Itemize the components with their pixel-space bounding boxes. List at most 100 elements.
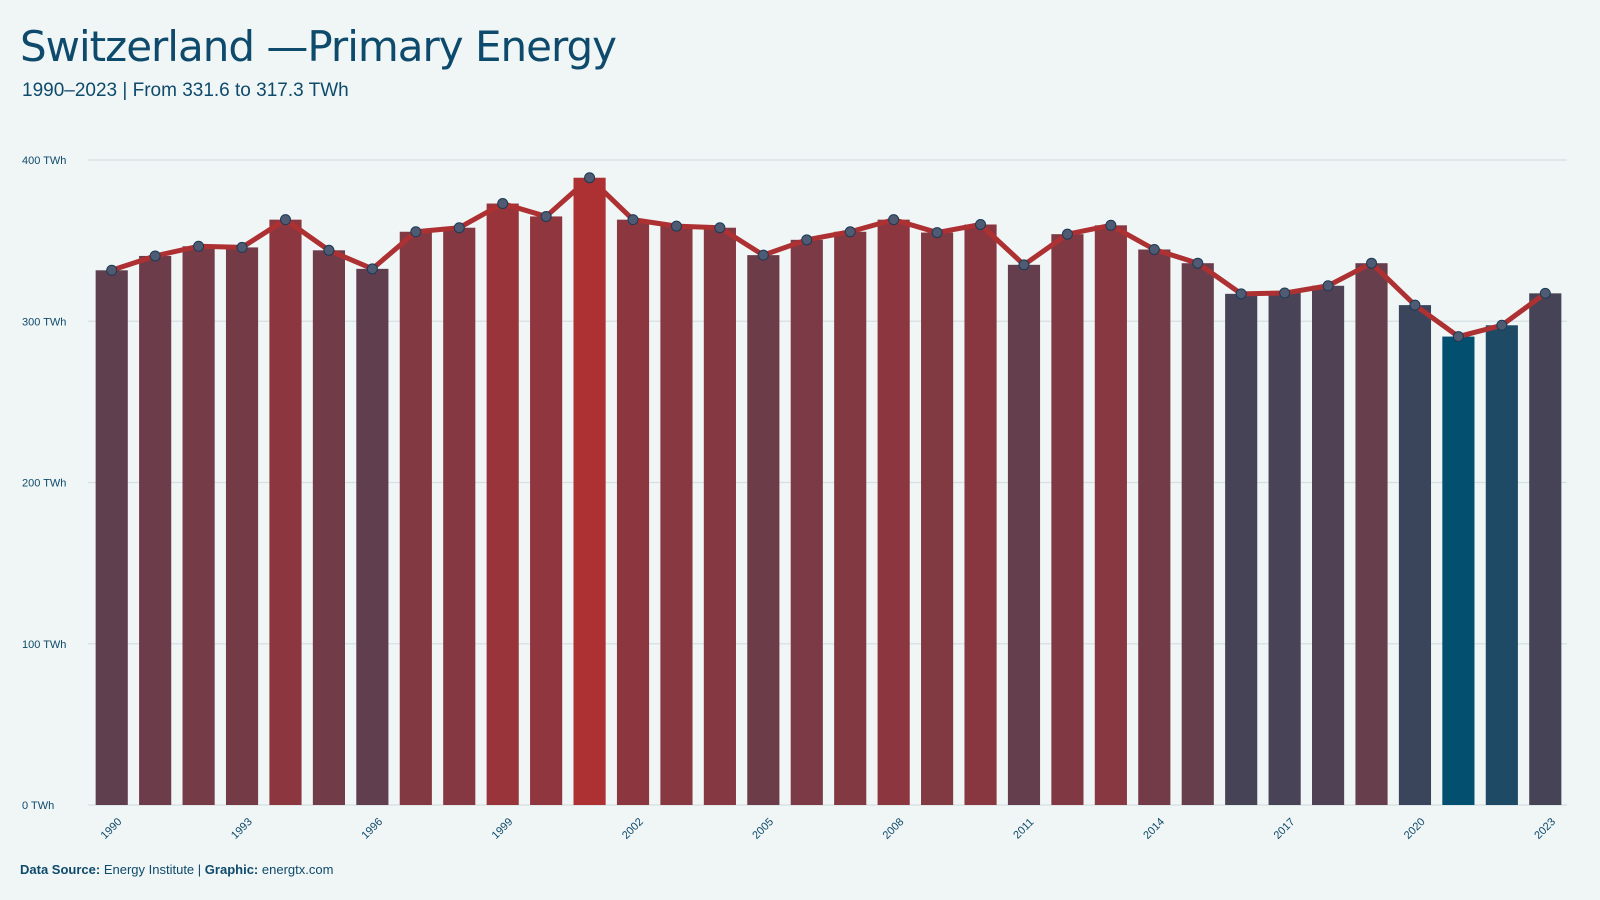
- bar: [1138, 249, 1171, 805]
- bar: [573, 177, 606, 806]
- y-tick-label: 0 TWh: [22, 800, 54, 812]
- graphic-label: Graphic:: [204, 862, 259, 877]
- x-tick-label: 2014: [1141, 816, 1167, 842]
- bar: [616, 219, 650, 806]
- x-axis-ticks: 1990 1993 1996 1999 2002 2005 2008 2011 2014 2017…: [99, 816, 1558, 842]
- x-tick-label: 2008: [881, 816, 907, 842]
- data-point: [540, 210, 552, 222]
- data-point: [1148, 243, 1160, 255]
- bar: [964, 224, 997, 805]
- bar: [1398, 305, 1432, 805]
- bar: [269, 219, 302, 806]
- graphic-value: energtx.com: [261, 862, 334, 877]
- x-tick-label: 2017: [1272, 816, 1298, 842]
- bar: [530, 216, 563, 805]
- bar: [1442, 336, 1475, 805]
- bar: [1094, 225, 1127, 805]
- bar: [1181, 263, 1214, 805]
- data-point: [1322, 280, 1334, 292]
- data-point: [279, 214, 291, 226]
- data-point: [323, 244, 335, 256]
- bar: [486, 203, 519, 806]
- bar: [1007, 264, 1041, 805]
- y-tick-label: 100 TWh: [22, 639, 66, 651]
- bar: [747, 255, 780, 805]
- x-tick-label: 2020: [1402, 816, 1428, 842]
- x-tick-label: 2005: [750, 816, 776, 842]
- data-point: [410, 226, 422, 238]
- data-point: [1452, 331, 1464, 343]
- footer-credits: Data Source: Energy Institute | Graphic:…: [20, 862, 333, 877]
- bar: [1355, 263, 1388, 805]
- data-point: [1105, 219, 1117, 231]
- x-tick-label: 1990: [99, 816, 125, 842]
- y-tick-label: 300 TWh: [22, 316, 66, 328]
- bar: [1268, 293, 1301, 805]
- bar: [877, 219, 910, 806]
- x-tick-label: 2002: [620, 816, 646, 842]
- data-point: [844, 226, 856, 238]
- data-point: [1061, 228, 1073, 240]
- bar: [1312, 285, 1345, 805]
- chart-title: Switzerland —Primary Energy: [20, 22, 617, 71]
- data-point: [714, 222, 726, 234]
- x-tick-label: 2023: [1532, 816, 1558, 842]
- data-point: [1279, 287, 1291, 299]
- data-point: [584, 172, 596, 184]
- data-point: [366, 263, 378, 275]
- bar: [399, 231, 432, 806]
- data-point: [106, 264, 118, 276]
- data-point: [149, 250, 161, 262]
- data-point: [1366, 257, 1378, 269]
- data-point: [1496, 319, 1508, 331]
- data-point: [1409, 299, 1421, 311]
- bar: [660, 226, 693, 806]
- bar: [443, 227, 476, 806]
- data-point: [236, 241, 248, 253]
- y-axis-ticks: 0 TWh 100 TWh 200 TWh 300 TWh 400 TWh: [22, 155, 66, 812]
- bar: [225, 247, 259, 805]
- footer-separator: |: [197, 862, 202, 877]
- bar: [790, 239, 823, 806]
- bar: [1529, 293, 1562, 805]
- data-point: [801, 234, 813, 246]
- bars: [95, 177, 1562, 806]
- data-point: [1192, 257, 1204, 269]
- y-tick-label: 400 TWh: [22, 155, 66, 167]
- data-point: [193, 240, 205, 252]
- data-point: [757, 249, 769, 261]
- trend-line: [109, 175, 1548, 340]
- gridlines: [88, 159, 1567, 806]
- chart-subtitle: 1990–2023 | From 331.6 to 317.3 TWh: [22, 80, 349, 101]
- bar: [921, 232, 954, 805]
- x-tick-label: 2011: [1011, 816, 1036, 841]
- source-value: Energy Institute: [103, 862, 195, 877]
- bar: [356, 268, 389, 805]
- line-markers: [106, 172, 1551, 343]
- data-point: [975, 219, 987, 230]
- bar: [1051, 234, 1084, 806]
- data-point: [1235, 288, 1247, 300]
- source-label: Data Source:: [20, 862, 101, 877]
- bar: [139, 255, 172, 806]
- y-tick-label: 200 TWh: [22, 478, 66, 490]
- data-point: [888, 214, 900, 226]
- trend-line-path: [109, 175, 1548, 340]
- data-point: [670, 220, 682, 232]
- x-tick-label: 1999: [490, 816, 516, 842]
- bar: [312, 250, 345, 806]
- x-tick-label: 1993: [229, 816, 255, 842]
- x-tick-label: 1996: [359, 816, 385, 842]
- data-point: [497, 198, 509, 210]
- bar: [1485, 325, 1518, 805]
- data-point: [453, 222, 465, 234]
- data-point: [1018, 259, 1030, 271]
- bar: [1225, 293, 1258, 805]
- data-point: [1539, 287, 1551, 299]
- bar: [95, 270, 128, 805]
- bar: [703, 227, 736, 806]
- bar: [834, 231, 867, 806]
- data-point: [627, 214, 639, 226]
- data-point: [931, 227, 943, 239]
